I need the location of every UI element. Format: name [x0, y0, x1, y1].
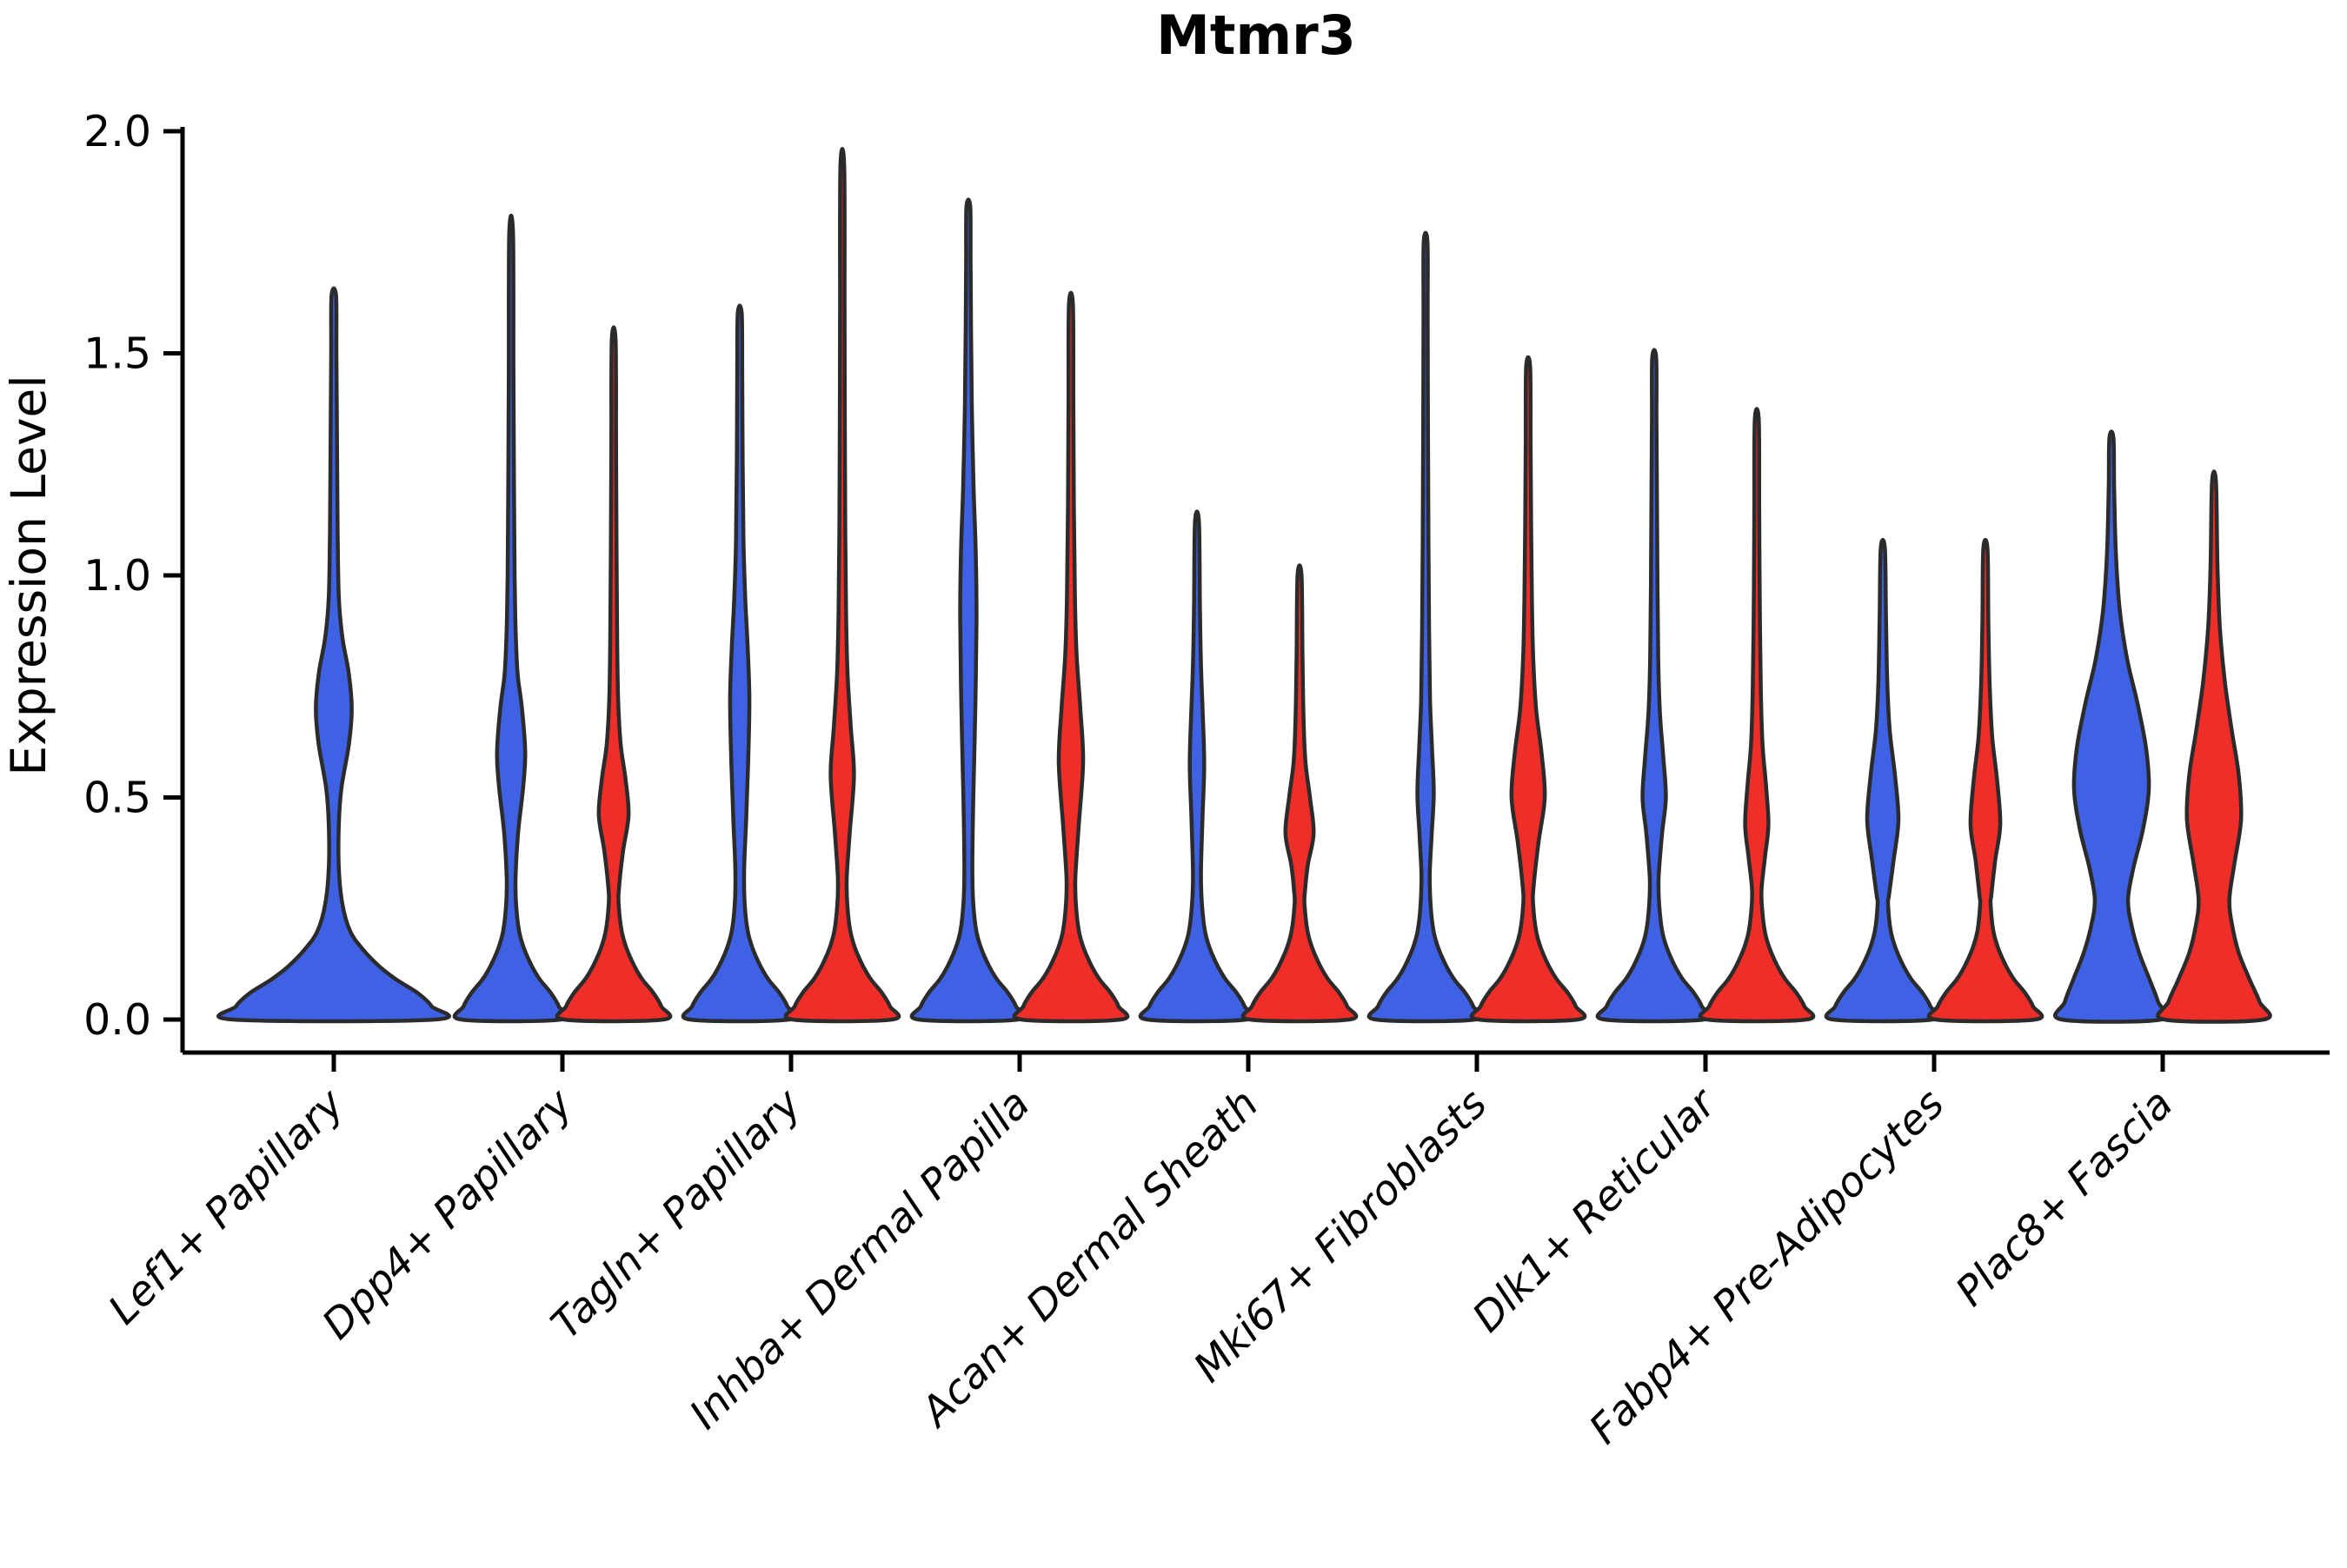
y-tick-label-1.0: 1.0	[83, 551, 151, 601]
y-tick-label-0.5: 0.5	[83, 774, 151, 823]
violin-mki67-fibroblasts-red	[1469, 355, 1587, 1024]
x-tick-label-dlk1-reticular: Dlk1+ Reticular	[1464, 1079, 1727, 1342]
y-axis-label: Expression Level	[1, 375, 57, 775]
violin-inhba-dermal-papilla-red	[1012, 290, 1130, 1024]
chart-title: Mtmr3	[1156, 3, 1356, 67]
violin-dpp4-papillary-blue	[452, 213, 570, 1024]
violin-tagln-papillary-red	[783, 147, 901, 1024]
violin-fabp4-pre-adipocytes-red	[1926, 537, 2044, 1024]
violins	[216, 147, 2272, 1024]
x-tick-label-tagln-papillary: Tagln+ Papillary	[542, 1080, 812, 1349]
violin-acan-dermal-sheath-blue	[1138, 509, 1256, 1024]
violin-plac8-fascia-blue	[2053, 429, 2170, 1024]
x-tick-label-plac8-fascia: Plac8+ Fascia	[1946, 1080, 2182, 1316]
x-tick-label-dpp4-papillary: Dpp4+ Papillary	[313, 1080, 582, 1349]
violin-inhba-dermal-papilla-blue	[909, 197, 1027, 1024]
y-tick-label-2.0: 2.0	[83, 107, 151, 156]
axes	[163, 127, 2330, 1072]
violin-acan-dermal-sheath-red	[1240, 563, 1359, 1024]
y-tick-label-1.5: 1.5	[83, 329, 151, 379]
violin-fabp4-pre-adipocytes-blue	[1824, 537, 1942, 1024]
x-tick-label-lef1-papillary: Lef1+ Papillary	[99, 1080, 354, 1334]
violin-mki67-fibroblasts-blue	[1366, 230, 1485, 1024]
violin-dlk1-reticular-blue	[1595, 348, 1713, 1024]
violin-lef1-papillary-blue	[216, 286, 451, 1024]
violin-dlk1-reticular-red	[1698, 407, 1816, 1024]
y-tick-label-0.0: 0.0	[83, 995, 151, 1045]
violin-dpp4-papillary-red	[555, 325, 673, 1024]
violin-plac8-fascia-red	[2156, 469, 2272, 1024]
violin-tagln-papillary-blue	[681, 303, 799, 1024]
